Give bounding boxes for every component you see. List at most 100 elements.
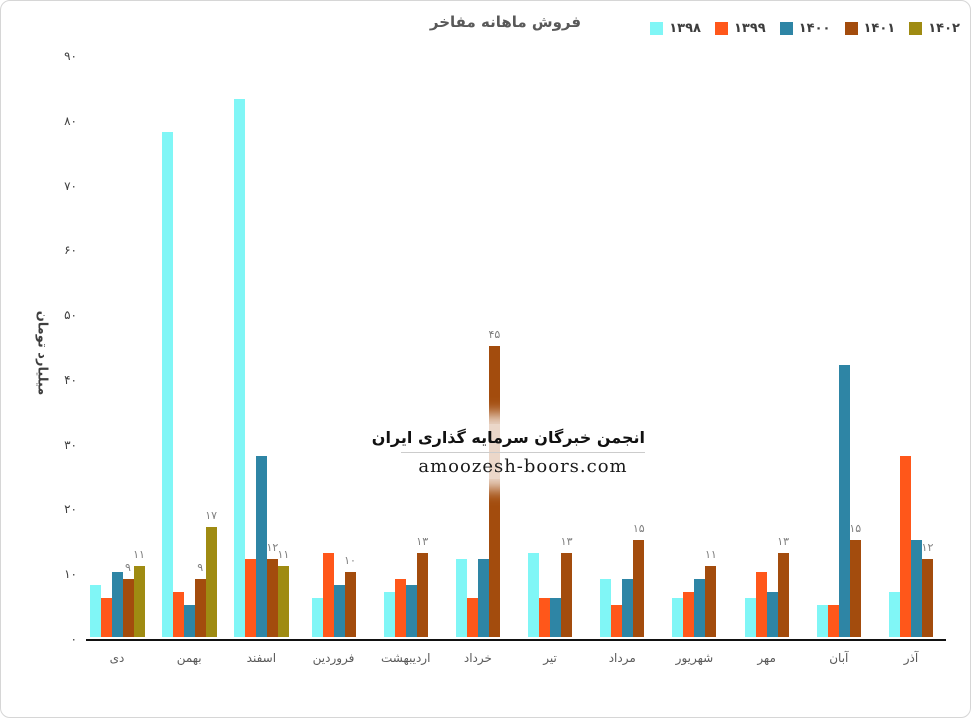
bar	[244, 559, 256, 637]
bar-value-label: ۱۵	[849, 521, 862, 535]
bar-group: ۱۳	[528, 535, 572, 637]
bar-value-label: ۱۳	[560, 534, 573, 548]
bar	[766, 591, 778, 637]
y-axis-tick-label: ۷۰	[64, 178, 77, 193]
bar	[550, 598, 562, 637]
watermark-title: انجمن خبرگان سرمایه گذاری ایران	[371, 428, 645, 447]
bar	[694, 578, 706, 637]
y-axis-tick-label: ۰	[70, 632, 77, 646]
x-axis-label: فروردین	[312, 651, 355, 665]
bar-value-label: ۹	[197, 560, 204, 574]
bar	[455, 559, 467, 637]
bar-group: ۱۵	[600, 522, 645, 637]
bar-group: ۱۰	[311, 552, 356, 637]
bar	[183, 604, 195, 637]
bar	[100, 598, 112, 637]
bar	[255, 455, 267, 637]
bar-group: ۴۵	[455, 328, 500, 637]
legend-swatch-icon	[909, 22, 923, 35]
bar	[172, 591, 184, 637]
bar: ۱۵	[633, 522, 645, 637]
bar	[477, 559, 489, 637]
bar-group: ۱۱	[672, 548, 717, 637]
bar	[899, 455, 911, 637]
bar-value-label: ۱۰	[344, 554, 356, 568]
bar	[89, 585, 101, 637]
bar	[744, 598, 756, 637]
bar-value-label: ۱۲	[266, 541, 279, 555]
x-axis-label: مرداد	[608, 651, 636, 665]
bar	[311, 598, 323, 637]
bar: ۱۱	[277, 548, 289, 637]
bar: ۱۲	[266, 541, 278, 637]
legend-swatch-icon	[844, 22, 858, 35]
legend-label: ۱۴۰۰	[798, 21, 831, 36]
bar	[394, 578, 406, 637]
legend-swatch-icon	[715, 22, 728, 35]
bar-value-label: ۱۳	[416, 534, 429, 548]
y-axis-tick-label: ۳۰	[64, 437, 77, 452]
bar	[888, 591, 900, 637]
bar-value-label: ۱۷	[205, 508, 218, 522]
bar	[827, 604, 839, 637]
legend-label: ۱۳۹۸	[669, 21, 701, 36]
y-axis-tick-label: ۸۰	[64, 113, 77, 128]
watermark: انجمن خبرگان سرمایه گذاری ایران amoozesh…	[371, 424, 647, 479]
bar	[838, 364, 850, 637]
bar-group: ۱۳	[744, 535, 789, 637]
legend: ۱۳۹۸ ۱۳۹۹ ۱۴۰۰ ۱۴۰۱ ۱۴۰۲	[650, 21, 960, 36]
y-axis-tick-label: ۲۰	[64, 502, 77, 517]
bar	[672, 598, 684, 637]
bar-group: ۹ ۱۱	[89, 548, 145, 637]
legend-item: ۱۳۹۸	[650, 21, 701, 36]
bar	[910, 539, 922, 637]
chart-title: فروش ماهانه مفاخر	[429, 13, 582, 31]
bar-value-label: ۱۱	[133, 547, 145, 561]
bar: ۱۲	[922, 541, 933, 637]
legend-item: ۱۴۰۱	[844, 21, 896, 36]
x-axis-label: دی	[109, 651, 125, 665]
bar-group: ۹ ۱۷	[161, 131, 217, 637]
watermark-divider	[401, 452, 645, 453]
x-axis-label: شهریور	[675, 651, 714, 665]
x-axis-label: آذر	[903, 651, 919, 665]
y-axis-tick-label: ۹۰	[64, 49, 77, 63]
bar: ۹	[122, 561, 134, 637]
y-axis-tick-label: ۶۰	[64, 243, 77, 258]
bar	[161, 131, 173, 637]
legend-item: ۱۳۹۹	[715, 21, 766, 36]
x-axis-label: بهمن	[176, 651, 202, 665]
bar-value-label: ۱۲	[921, 541, 934, 555]
bar	[600, 578, 612, 637]
bar: ۱۳	[416, 535, 428, 637]
bar	[383, 591, 395, 637]
bar-group: ۱۵	[816, 364, 862, 637]
legend-label: ۱۴۰۲	[928, 21, 960, 36]
bar: ۱۷	[205, 509, 217, 637]
x-axis-label: خرداد	[463, 651, 492, 665]
bar: ۱۳	[777, 535, 789, 637]
legend-label: ۱۳۹۹	[734, 21, 766, 36]
watermark-site: amoozesh-boors.com	[418, 456, 628, 477]
bar	[322, 552, 334, 637]
bar: ۱۰	[344, 554, 356, 637]
bar-group: ۱۲	[888, 455, 933, 637]
x-axis-label: مهر	[757, 651, 776, 665]
bar	[405, 585, 417, 637]
bar-value-label: ۱۳	[777, 534, 790, 548]
legend-swatch-icon	[650, 22, 664, 35]
bar	[233, 99, 245, 637]
bar	[622, 578, 634, 637]
bar	[333, 585, 345, 637]
legend-label: ۱۴۰۱	[863, 21, 896, 36]
bar	[528, 552, 540, 637]
bar-group: ۱۳	[383, 535, 428, 637]
bar-value-label: ۱۱	[277, 547, 290, 561]
bar: ۹	[194, 561, 206, 637]
bar	[539, 598, 551, 637]
bar-value-label: ۱۵	[632, 521, 645, 535]
legend-item: ۱۴۰۰	[779, 21, 831, 36]
legend-item: ۱۴۰۲	[909, 21, 960, 36]
bar	[111, 572, 123, 637]
